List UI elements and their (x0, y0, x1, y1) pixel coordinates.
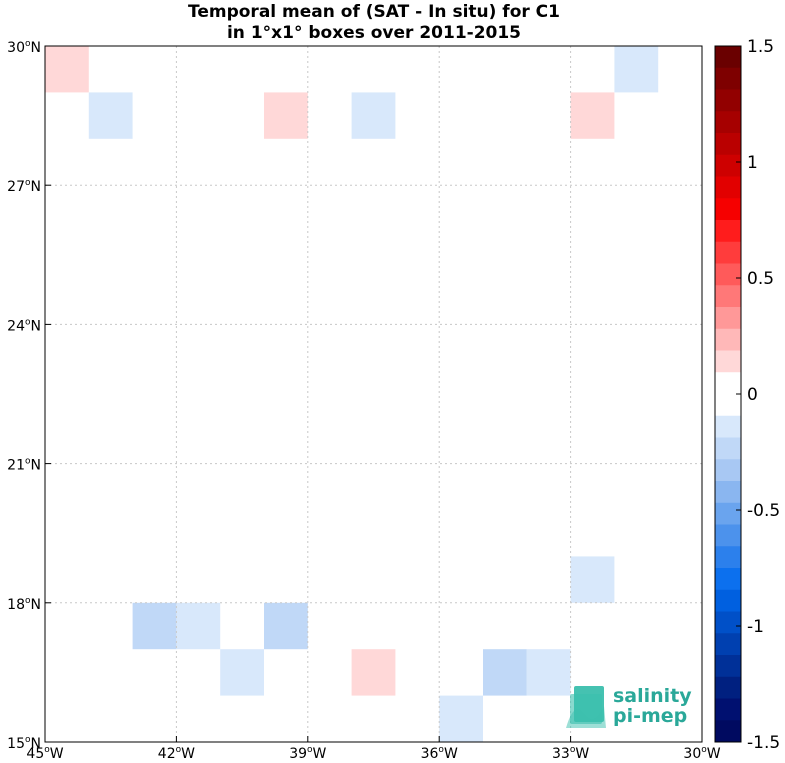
colorbar-segment (715, 241, 741, 264)
heatmap-cell (132, 602, 177, 650)
y-tick-label: 21oN (7, 457, 41, 474)
heatmap-cell (570, 556, 615, 603)
logo-line-2: pi-mep (613, 705, 687, 727)
colorbar-segment (715, 133, 741, 156)
heatmap-cell (264, 92, 308, 139)
heatmap-cell (439, 695, 483, 742)
colorbar-segment (715, 220, 741, 243)
colorbar-segment (715, 372, 741, 395)
colorbar-segment (715, 67, 741, 90)
chart-title: Temporal mean of (SAT - In situ) for C1 … (188, 2, 560, 43)
colorbar-tick-label: -0.5 (747, 501, 780, 521)
colorbar-segment (715, 176, 741, 199)
colorbar-segment (715, 655, 741, 678)
colorbar-segment (715, 89, 741, 112)
data-cells (45, 46, 659, 742)
logo-wave-icon (566, 686, 606, 728)
colorbar-segment (715, 111, 741, 134)
colorbar-segment (715, 524, 741, 547)
x-tick-label: 36oW (421, 745, 458, 762)
x-tick-label: 33oW (552, 745, 589, 762)
colorbar-tick-label: 1.5 (747, 37, 774, 57)
y-tick-label: 24oN (7, 317, 41, 334)
colorbar-segment (715, 568, 741, 591)
salinity-pi-mep-logo: salinity pi-mep (566, 685, 692, 728)
colorbar-segment (715, 350, 741, 373)
colorbar-segment (715, 481, 741, 504)
heatmap-cell (351, 92, 396, 139)
colorbar-segment (715, 263, 741, 286)
colorbar-segment (715, 394, 741, 417)
logo-line-1: salinity (613, 685, 692, 707)
heatmap-cell (176, 602, 221, 650)
colorbar: 1.5 1 0.5 0 -0.5 -1 -1.5 (714, 37, 780, 753)
colorbar-tick-label: 1 (747, 153, 758, 173)
colorbar-segment (715, 546, 741, 569)
heatmap-cell (351, 649, 396, 696)
colorbar-segment (715, 328, 741, 351)
title-line-1: Temporal mean of (SAT - In situ) for C1 (188, 2, 560, 22)
colorbar-tick-label: 0.5 (747, 269, 774, 289)
heatmap-cell (45, 46, 89, 93)
y-axis: 15oN 18oN 21oN 24oN 27oN 30oN (7, 39, 51, 752)
y-tick-label: 27oN (7, 178, 41, 195)
colorbar-segment (715, 459, 741, 482)
colorbar-tick-label: -1 (747, 617, 764, 637)
colorbar-segment (715, 720, 741, 743)
heatmap-cell (570, 92, 615, 139)
colorbar-segment (715, 415, 741, 438)
title-line-2: in 1°x1° boxes over 2011-2015 (227, 23, 521, 43)
colorbar-segment (715, 437, 741, 460)
x-tick-label: 30oW (683, 745, 720, 762)
x-axis: 45oW 42oW 39oW 36oW 33oW 30oW (26, 736, 721, 762)
colorbar-tick-label: 0 (747, 385, 758, 405)
colorbar-segment (715, 154, 741, 177)
heatmap-cell (220, 649, 264, 696)
colorbar-segment (715, 285, 741, 308)
x-tick-label: 42oW (158, 745, 195, 762)
colorbar-segment (715, 698, 741, 721)
heatmap-cell (483, 649, 527, 696)
y-tick-label: 30oN (7, 39, 41, 56)
y-tick-label: 18oN (7, 596, 41, 613)
heatmap-cell (526, 649, 571, 696)
plot-frame (44, 45, 703, 743)
heatmap-cell (264, 602, 308, 650)
x-tick-label: 45oW (26, 745, 63, 762)
colorbar-segment (715, 307, 741, 330)
colorbar-segment (715, 611, 741, 634)
colorbar-segment (715, 676, 741, 699)
colorbar-segment (715, 46, 741, 69)
heatmap-cell (88, 92, 133, 139)
colorbar-segment (715, 502, 741, 525)
x-tick-label: 39oW (289, 745, 326, 762)
y-tick-label: 15oN (7, 735, 41, 752)
colorbar-tick-label: -1.5 (747, 733, 780, 753)
heatmap-cell (614, 46, 659, 93)
colorbar-segment (715, 198, 741, 221)
colorbar-segment (715, 633, 741, 656)
colorbar-segment (715, 589, 741, 612)
